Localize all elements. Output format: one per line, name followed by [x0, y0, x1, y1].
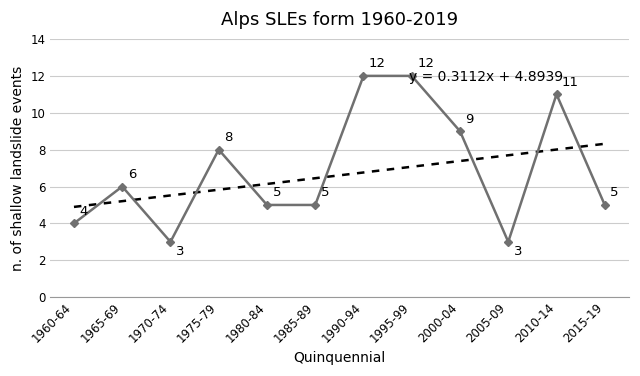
- Text: 3: 3: [176, 246, 184, 258]
- Text: 6: 6: [128, 168, 136, 181]
- Text: 9: 9: [465, 113, 474, 126]
- Text: 5: 5: [273, 186, 281, 199]
- Text: 3: 3: [514, 246, 522, 258]
- Title: Alps SLEs form 1960-2019: Alps SLEs form 1960-2019: [221, 11, 458, 29]
- Text: 8: 8: [224, 131, 233, 144]
- Text: 5: 5: [611, 186, 619, 199]
- Text: y = 0.3112x + 4.8939: y = 0.3112x + 4.8939: [409, 70, 563, 84]
- Text: 4: 4: [79, 205, 88, 218]
- Y-axis label: n. of shallow landslide events: n. of shallow landslide events: [11, 65, 25, 271]
- X-axis label: Quinquennial: Quinquennial: [293, 351, 385, 365]
- Text: 12: 12: [417, 57, 435, 70]
- Text: 12: 12: [369, 57, 386, 70]
- Text: 5: 5: [321, 186, 330, 199]
- Text: 11: 11: [562, 76, 579, 89]
